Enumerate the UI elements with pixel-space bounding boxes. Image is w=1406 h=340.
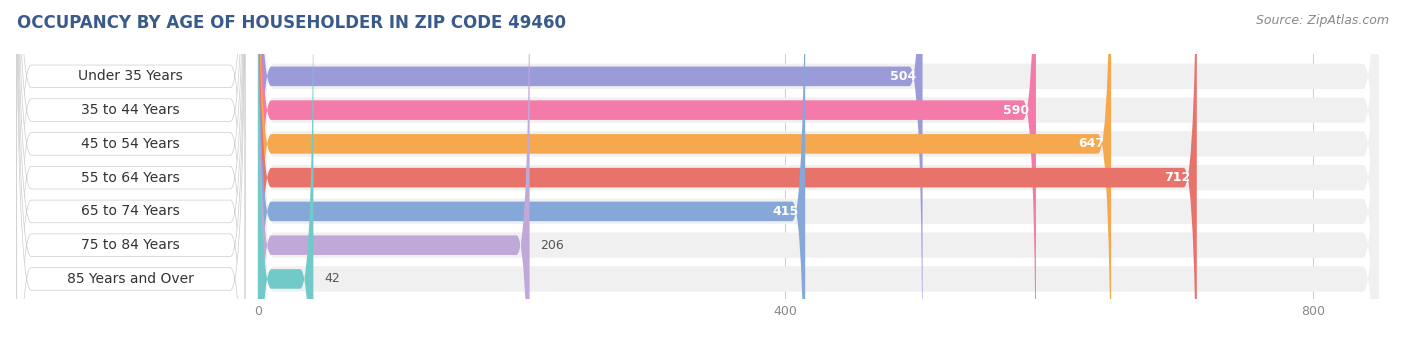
FancyBboxPatch shape — [17, 0, 245, 340]
FancyBboxPatch shape — [257, 0, 1379, 340]
Text: 75 to 84 Years: 75 to 84 Years — [82, 238, 180, 252]
FancyBboxPatch shape — [257, 0, 806, 340]
FancyBboxPatch shape — [17, 0, 245, 340]
FancyBboxPatch shape — [257, 0, 1379, 340]
FancyBboxPatch shape — [257, 0, 1197, 340]
FancyBboxPatch shape — [257, 0, 1111, 340]
FancyBboxPatch shape — [257, 0, 922, 340]
FancyBboxPatch shape — [17, 0, 245, 340]
Text: 42: 42 — [323, 272, 340, 286]
Text: OCCUPANCY BY AGE OF HOUSEHOLDER IN ZIP CODE 49460: OCCUPANCY BY AGE OF HOUSEHOLDER IN ZIP C… — [17, 14, 565, 32]
FancyBboxPatch shape — [257, 0, 1379, 340]
Text: 712: 712 — [1164, 171, 1191, 184]
Text: Source: ZipAtlas.com: Source: ZipAtlas.com — [1256, 14, 1389, 27]
FancyBboxPatch shape — [257, 0, 1379, 340]
Text: 35 to 44 Years: 35 to 44 Years — [82, 103, 180, 117]
Text: 590: 590 — [1004, 104, 1029, 117]
FancyBboxPatch shape — [257, 0, 1036, 340]
Text: 65 to 74 Years: 65 to 74 Years — [82, 204, 180, 218]
FancyBboxPatch shape — [257, 0, 1379, 340]
Text: 206: 206 — [540, 239, 564, 252]
FancyBboxPatch shape — [17, 0, 245, 340]
FancyBboxPatch shape — [257, 0, 530, 340]
Text: 647: 647 — [1078, 137, 1105, 150]
FancyBboxPatch shape — [257, 0, 1379, 340]
Text: 415: 415 — [772, 205, 799, 218]
Text: 504: 504 — [890, 70, 915, 83]
FancyBboxPatch shape — [257, 0, 1379, 340]
Text: Under 35 Years: Under 35 Years — [79, 69, 183, 83]
Text: 85 Years and Over: 85 Years and Over — [67, 272, 194, 286]
Text: 45 to 54 Years: 45 to 54 Years — [82, 137, 180, 151]
FancyBboxPatch shape — [17, 0, 245, 340]
FancyBboxPatch shape — [17, 0, 245, 340]
Text: 55 to 64 Years: 55 to 64 Years — [82, 171, 180, 185]
FancyBboxPatch shape — [257, 0, 314, 340]
FancyBboxPatch shape — [17, 0, 245, 340]
